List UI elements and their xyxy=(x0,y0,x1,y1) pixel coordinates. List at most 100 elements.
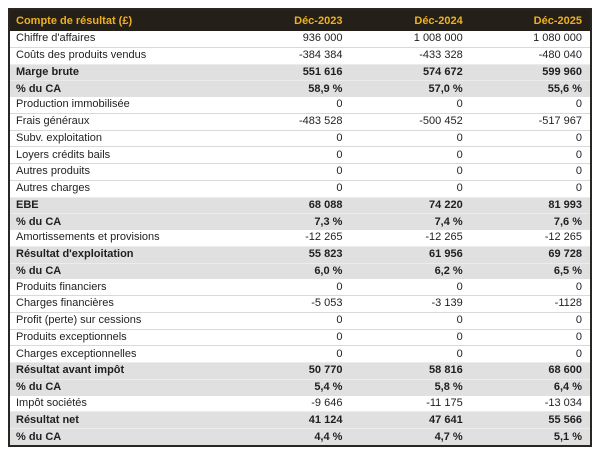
cell-value: 61 956 xyxy=(350,245,471,264)
row-label: Frais généraux xyxy=(9,112,231,130)
column-header-dec-2023: Déc-2023 xyxy=(230,9,351,31)
cell-value: 0 xyxy=(230,179,351,198)
cell-value: -11 175 xyxy=(350,395,471,412)
cell-value: 58 816 xyxy=(350,362,471,380)
column-header-dec-2025: Déc-2025 xyxy=(470,9,591,31)
header-row: Compte de résultat (£) Déc-2023 Déc-2024… xyxy=(9,9,591,31)
cell-value: 0 xyxy=(470,163,591,181)
table-row: Amortissements et provisions -12 265 -12 2… xyxy=(9,230,591,247)
cell-value: -500 452 xyxy=(350,112,471,130)
cell-value: 55 823 xyxy=(230,245,351,264)
table-row: Produits financiers 0 0 0 xyxy=(9,279,591,296)
cell-value: 0 xyxy=(230,163,351,181)
cell-value: 574 672 xyxy=(350,63,471,81)
table-row: % du CA 7,3 % 7,4 % 7,6 % xyxy=(9,213,591,231)
cell-value: 5,1 % xyxy=(470,428,591,446)
cell-value: 0 xyxy=(230,97,351,114)
table-row: Résultat d'exploitation 55 823 61 956 69 72… xyxy=(9,245,591,264)
table-row: % du CA 58,9 % 57,0 % 55,6 % xyxy=(9,80,591,97)
table-row: Résultat net 41 124 47 641 55 566 xyxy=(9,411,591,429)
table-row: Marge brute 551 616 574 672 599 960 xyxy=(9,63,591,81)
cell-value: 0 xyxy=(350,279,471,296)
row-label: Résultat avant impôt xyxy=(9,362,231,380)
cell-value: 7,6 % xyxy=(470,213,591,231)
column-header-dec-2024: Déc-2024 xyxy=(350,9,471,31)
cell-value: 0 xyxy=(230,328,351,346)
cell-value: 6,5 % xyxy=(470,262,591,280)
table-row: Loyers crédits bails 0 0 0 xyxy=(9,146,591,164)
row-label: % du CA xyxy=(9,378,231,396)
table-row: Autres produits 0 0 0 xyxy=(9,163,591,181)
cell-value: 0 xyxy=(230,311,351,330)
cell-value: 50 770 xyxy=(230,362,351,380)
cell-value: 0 xyxy=(350,345,471,363)
row-label: Impôt sociétés xyxy=(9,395,231,412)
cell-value: 0 xyxy=(350,146,471,164)
cell-value: 551 616 xyxy=(230,63,351,81)
cell-value: 0 xyxy=(470,97,591,114)
cell-value: -1128 xyxy=(470,295,591,313)
cell-value: 4,4 % xyxy=(230,428,351,446)
cell-value: 1 008 000 xyxy=(350,31,471,48)
table-row: Charges exceptionnelles 0 0 0 xyxy=(9,345,591,363)
table-row: % du CA 6,0 % 6,2 % 6,5 % xyxy=(9,262,591,280)
cell-value: 0 xyxy=(470,129,591,147)
table-header: Compte de résultat (£) Déc-2023 Déc-2024… xyxy=(9,9,591,31)
cell-value: 7,4 % xyxy=(350,213,471,231)
row-label: Autres produits xyxy=(9,163,231,181)
cell-value: 69 728 xyxy=(470,245,591,264)
cell-value: -517 967 xyxy=(470,112,591,130)
cell-value: 0 xyxy=(470,311,591,330)
cell-value: 68 088 xyxy=(230,196,351,214)
table-row: Chiffre d'affaires 936 000 1 008 000 1 080 … xyxy=(9,31,591,48)
table-row: Charges financières -5 053 -3 139 -1128 xyxy=(9,295,591,313)
cell-value: 0 xyxy=(350,311,471,330)
row-label: % du CA xyxy=(9,80,231,97)
cell-value: 6,0 % xyxy=(230,262,351,280)
cell-value: -12 265 xyxy=(470,230,591,247)
table-row: Production immobilisée 0 0 0 xyxy=(9,97,591,114)
cell-value: 0 xyxy=(470,179,591,198)
cell-value: 5,4 % xyxy=(230,378,351,396)
cell-value: 4,7 % xyxy=(350,428,471,446)
cell-value: -433 328 xyxy=(350,46,471,64)
cell-value: 0 xyxy=(470,279,591,296)
cell-value: 0 xyxy=(350,328,471,346)
cell-value: 0 xyxy=(470,345,591,363)
cell-value: 0 xyxy=(350,163,471,181)
cell-value: -3 139 xyxy=(350,295,471,313)
cell-value: 0 xyxy=(230,129,351,147)
cell-value: 1 080 000 xyxy=(470,31,591,48)
cell-value: 0 xyxy=(230,279,351,296)
cell-value: 0 xyxy=(470,328,591,346)
cell-value: 55 566 xyxy=(470,411,591,429)
table-title: Compte de résultat (£) xyxy=(9,9,231,31)
row-label: Produits exceptionnels xyxy=(9,328,231,346)
cell-value: -13 034 xyxy=(470,395,591,412)
table-row: Frais généraux -483 528 -500 452 -517 967 xyxy=(9,112,591,130)
cell-value: 0 xyxy=(230,345,351,363)
cell-value: 41 124 xyxy=(230,411,351,429)
cell-value: 936 000 xyxy=(230,31,351,48)
cell-value: 0 xyxy=(470,146,591,164)
cell-value: 68 600 xyxy=(470,362,591,380)
table-row: Subv. exploitation 0 0 0 xyxy=(9,129,591,147)
table-row: Résultat avant impôt 50 770 58 816 68 600 xyxy=(9,362,591,380)
cell-value: 55,6 % xyxy=(470,80,591,97)
row-label: Subv. exploitation xyxy=(9,129,231,147)
table-row: Profit (perte) sur cessions 0 0 0 xyxy=(9,311,591,330)
cell-value: 0 xyxy=(350,129,471,147)
cell-value: 74 220 xyxy=(350,196,471,214)
cell-value: -480 040 xyxy=(470,46,591,64)
cell-value: 57,0 % xyxy=(350,80,471,97)
cell-value: -5 053 xyxy=(230,295,351,313)
table-row: EBE 68 088 74 220 81 993 xyxy=(9,196,591,214)
row-label: % du CA xyxy=(9,428,231,446)
row-label: Profit (perte) sur cessions xyxy=(9,311,231,330)
row-label: Marge brute xyxy=(9,63,231,81)
cell-value: 0 xyxy=(230,146,351,164)
cell-value: -384 384 xyxy=(230,46,351,64)
table-row: Coûts des produits vendus -384 384 -433 32… xyxy=(9,46,591,64)
table-row: Impôt sociétés -9 646 -11 175 -13 034 xyxy=(9,395,591,412)
